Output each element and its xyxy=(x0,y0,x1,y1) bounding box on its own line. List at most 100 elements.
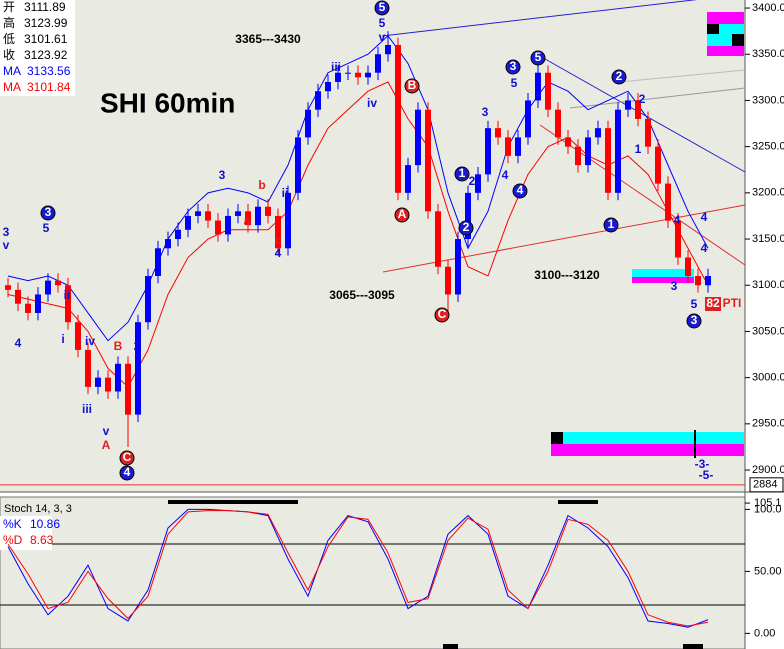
candle-body xyxy=(645,118,651,147)
y-tick-label: 3100.00 xyxy=(752,279,784,291)
y-tick-label: 3050.00 xyxy=(752,325,784,337)
candle-body xyxy=(515,137,521,156)
candle-body xyxy=(15,289,21,304)
y-tick-label: 2900.00 xyxy=(752,464,784,476)
legend-value: 10.86 xyxy=(30,517,60,531)
wave-label: 1 xyxy=(635,142,642,156)
wave-circle xyxy=(394,207,410,223)
wave-label: v xyxy=(103,424,110,438)
legend-name: %D xyxy=(3,533,23,547)
wave-label: 4 xyxy=(275,246,282,260)
wave-label: 5 xyxy=(691,297,698,311)
candle-body xyxy=(375,54,381,73)
candle-body xyxy=(45,280,51,295)
ma-line xyxy=(7,81,709,388)
stoch-line xyxy=(7,510,709,627)
wave-circle xyxy=(505,59,521,75)
wave-label: v xyxy=(379,30,386,44)
wave-label: 3 xyxy=(671,279,678,293)
info-label: 收 xyxy=(3,48,15,62)
wave-label: 1 xyxy=(608,217,615,231)
candle-body xyxy=(295,137,301,193)
candle-body xyxy=(305,109,311,138)
candle-body xyxy=(415,109,421,166)
wave-label: 5 xyxy=(379,0,386,14)
candle-body xyxy=(475,174,481,193)
wave-label: 3 xyxy=(3,225,10,239)
legend-name: %K xyxy=(3,517,22,531)
wave-label: 5 xyxy=(511,76,518,90)
y-tick-label: 2950.00 xyxy=(752,418,784,430)
wave-label: iv xyxy=(367,96,377,110)
candle-body xyxy=(465,192,471,240)
wave-circle xyxy=(458,220,474,236)
wave-circle xyxy=(119,450,135,466)
wave-label: C xyxy=(438,307,447,321)
wave-label: 3 xyxy=(45,205,52,219)
y-tick-label: 0.00 xyxy=(754,627,775,639)
stoch-panel xyxy=(0,496,746,649)
chart-title: SHI 60min xyxy=(100,87,235,118)
info-value: 3101.61 xyxy=(24,32,68,46)
wave-label: 5 xyxy=(379,16,386,30)
wave-label: B xyxy=(114,339,123,353)
wave-label: 2 xyxy=(469,174,476,188)
y-tick-label: 3300.00 xyxy=(752,94,784,106)
wave-label: 4 xyxy=(701,241,708,255)
y-tick-label: 3000.00 xyxy=(752,372,784,384)
wave-label: -5- xyxy=(699,468,714,482)
candle-body xyxy=(275,215,281,249)
y-tick-label: 105.1 xyxy=(754,497,782,509)
candle-body xyxy=(105,377,111,392)
candle-body xyxy=(565,137,571,147)
candle-body xyxy=(575,146,581,166)
wave-circle xyxy=(603,217,619,233)
candle-body xyxy=(75,322,81,350)
wave-label: a xyxy=(244,214,251,228)
wave-label: B xyxy=(408,78,417,92)
candle-body xyxy=(135,322,141,415)
candle-body xyxy=(655,146,661,184)
info-label: 低 xyxy=(3,32,15,46)
candle-body xyxy=(5,285,11,290)
candle-body xyxy=(285,192,291,249)
info-value: 3133.56 xyxy=(27,64,71,78)
candle-body xyxy=(145,276,151,323)
candle-body xyxy=(25,303,31,313)
wave-label: 4 xyxy=(15,336,22,350)
wave-label: -3- xyxy=(695,457,710,471)
wave-label: iii xyxy=(82,402,92,416)
wave-circle xyxy=(530,50,546,66)
stoch-title: Stoch 14, 3, 3 xyxy=(4,503,72,515)
candle-body xyxy=(695,276,701,286)
candle-body xyxy=(545,72,551,110)
wave-label: 3 xyxy=(482,105,489,119)
wave-label: b xyxy=(258,178,265,192)
price-panel xyxy=(0,0,745,492)
candle-body xyxy=(245,211,251,226)
wave-label: 3365---3430 xyxy=(235,32,301,46)
wave-label: 2 xyxy=(134,339,141,353)
wave-label: 2 xyxy=(639,92,646,106)
y-tick-label: 3150.00 xyxy=(752,233,784,245)
wave-circle xyxy=(40,205,56,221)
y-tick-label: 3200.00 xyxy=(752,187,784,199)
y-tick-label: 3250.00 xyxy=(752,141,784,153)
candle-body xyxy=(95,377,101,387)
candle-body xyxy=(635,100,641,119)
wave-label: ii xyxy=(282,186,289,200)
candle-body xyxy=(315,91,321,110)
wave-circle xyxy=(434,307,450,323)
candle-body xyxy=(265,206,271,216)
wave-circle xyxy=(374,0,390,16)
stoch-line xyxy=(7,508,709,628)
candle-body xyxy=(215,220,221,235)
candle-body xyxy=(165,239,171,249)
candle-body xyxy=(225,215,231,235)
wave-circle xyxy=(611,69,627,85)
candle-body xyxy=(595,128,601,138)
candle-body xyxy=(535,72,541,101)
wave-label: 3 xyxy=(510,59,517,73)
wave-label: 4 xyxy=(701,210,708,224)
